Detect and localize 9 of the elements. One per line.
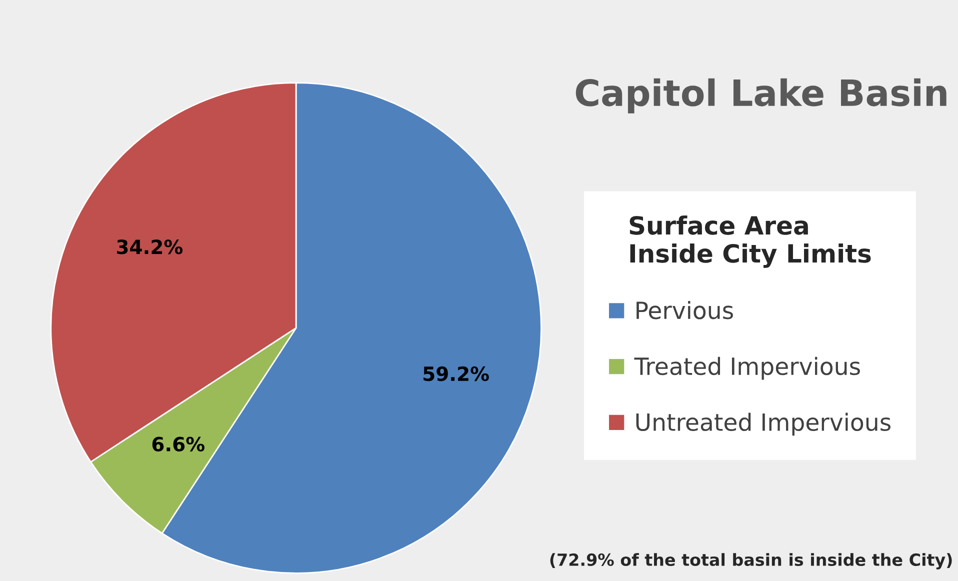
- chart-title: Capitol Lake Basin: [576, 78, 946, 114]
- text: (72.9% of the total basin is inside the City): [550, 553, 952, 570]
- data-label: 6.6%: [152, 436, 204, 452]
- legend-title: Surface Area Inside City Limits: [630, 216, 871, 268]
- legend-label: Untreated Impervious: [636, 412, 890, 436]
- legend-label: Pervious: [636, 300, 733, 320]
- data-label: 34.2%: [117, 240, 183, 254]
- legend-label: Treated Impervious: [634, 356, 860, 380]
- data-label: 59.2%: [424, 366, 489, 382]
